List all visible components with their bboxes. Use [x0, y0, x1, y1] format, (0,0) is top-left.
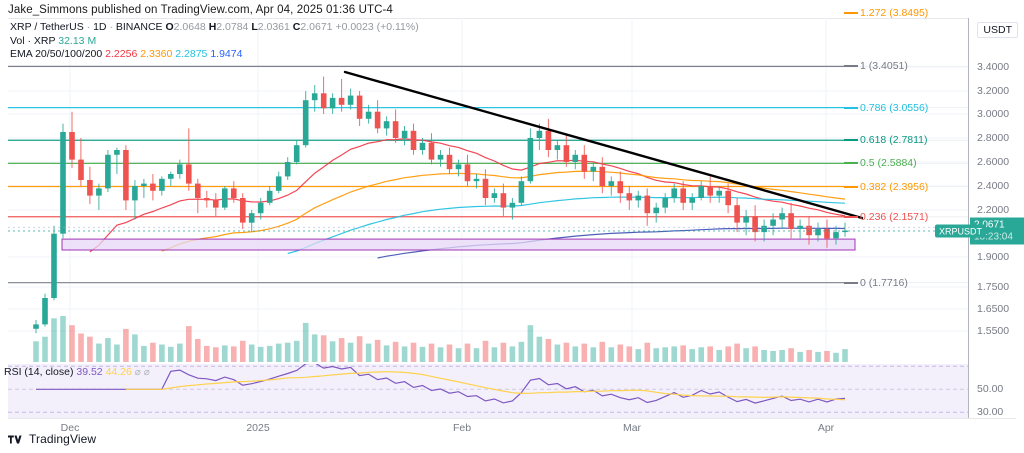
- footer: TradingView: [8, 432, 96, 446]
- fib-label-0.5: 0.5 (2.5884): [860, 157, 917, 170]
- price-scale[interactable]: USDT 3.4000 3.2000 3.0000 2.8000 2.6000 2.400…: [968, 18, 1024, 418]
- time-axis[interactable]: Dec 2025 Feb Mar Apr: [8, 418, 1016, 436]
- fib-dash-7: [844, 281, 858, 284]
- fib-dash-4: [844, 162, 858, 165]
- fib-label-0.618: 0.618 (2.7811): [860, 134, 928, 147]
- time-tick-Feb: Feb: [452, 422, 472, 434]
- symbol-price-tag: XRPUSDT: [935, 224, 987, 238]
- price-scale-unit: USDT: [977, 22, 1018, 38]
- legend-ema50-value: 2.3360: [140, 48, 173, 60]
- legend-change: +0.0023 (+0.11%): [335, 21, 419, 33]
- rsi-tick-50.00: 50.00: [977, 383, 1004, 396]
- legend-sep-1: ·: [86, 21, 91, 33]
- volume-bars: [33, 316, 848, 362]
- rsi-eye-icon[interactable]: ⌀: [134, 367, 141, 378]
- grid-lines: [8, 18, 968, 378]
- trendline-drawing[interactable]: [8, 18, 968, 378]
- tradingview-wordmark: TradingView: [29, 432, 97, 446]
- legend-low-key: L: [251, 21, 258, 33]
- rsi-value: 39.52: [76, 366, 103, 378]
- price-tick-2.2000: 2.2000: [977, 204, 1010, 216]
- rsi-panel[interactable]: [8, 364, 968, 418]
- legend-symbol[interactable]: XRP / TetherUS: [10, 21, 84, 33]
- fib-label-1.272: 1.272 (3.8495): [860, 7, 929, 20]
- price-tick-3.2000: 3.2000: [977, 85, 1010, 97]
- current-price-value: 2.0671: [974, 219, 1005, 231]
- fibonacci-levels: [8, 65, 968, 284]
- rsi-tick-30.00: 30.00: [977, 406, 1004, 419]
- price-tick-1.6500: 1.6500: [977, 303, 1010, 315]
- fib-dash-0: [844, 12, 858, 15]
- rsi-settings-icon[interactable]: ⌀: [143, 367, 150, 378]
- fib-label-0.382: 0.382 (2.3956): [860, 180, 929, 193]
- fib-label-1: 1 (3.4051): [860, 60, 908, 73]
- fib-dash-6: [844, 215, 858, 218]
- legend-ema100-value: 2.2875: [175, 48, 208, 60]
- legend-interval[interactable]: 1D: [93, 21, 107, 33]
- legend-ema20-value: 2.2256: [105, 48, 138, 60]
- legend-low-value: 2.0361: [257, 21, 290, 33]
- legend-ema200-value: 1.9474: [210, 48, 243, 60]
- time-tick-Mar: Mar: [622, 422, 642, 434]
- legend-close-value: 2.0671: [300, 21, 333, 33]
- time-tick-Apr: Apr: [817, 422, 835, 434]
- legend-open-key: O: [165, 21, 174, 33]
- legend-ema-label: EMA 20/50/100/200: [10, 48, 103, 60]
- legend-volume-value: 32.13 M: [58, 34, 97, 47]
- fib-dash-5: [844, 185, 858, 188]
- candlesticks: [33, 76, 848, 334]
- price-tick-3.0000: 3.0000: [977, 108, 1010, 120]
- price-plot-area[interactable]: [8, 18, 968, 378]
- price-tick-3.4000: 3.4000: [977, 61, 1010, 73]
- fib-dash-1: [844, 65, 858, 68]
- legend-row-ema[interactable]: EMA 20/50/100/200 2.2256 2.3360 2.2875 1…: [10, 48, 419, 62]
- fib-dash-2: [844, 106, 858, 109]
- rsi-legend: RSI (14, close) 39.52 44.26 ⌀ ⌀: [4, 366, 150, 378]
- chart-legend: XRP / TetherUS · 1D · BINANCE O2.0648 H2…: [10, 21, 419, 62]
- price-tick-2.8000: 2.8000: [977, 132, 1010, 144]
- legend-exchange[interactable]: BINANCE: [115, 21, 163, 33]
- fib-dash-3: [844, 139, 858, 142]
- price-tick-1.9000: 1.9000: [977, 251, 1010, 263]
- fib-label-0.236: 0.236 (2.1571): [860, 210, 929, 223]
- legend-high-value: 2.0784: [216, 21, 249, 33]
- rsi-plot: [8, 364, 968, 413]
- current-price-line: [8, 226, 968, 232]
- tradingview-logo-icon: [8, 435, 22, 443]
- legend-sep-2: ·: [109, 21, 113, 33]
- legend-high-key: H: [208, 21, 217, 33]
- support-zone-rectangle[interactable]: [8, 18, 968, 378]
- legend-volume-label: Vol · XRP: [10, 34, 56, 47]
- rsi-ma-value: 44.26: [105, 366, 132, 378]
- rsi-title[interactable]: RSI (14, close): [4, 366, 74, 378]
- bar-countdown: 18:23:04: [974, 231, 1013, 242]
- legend-row-symbol[interactable]: XRP / TetherUS · 1D · BINANCE O2.0648 H2…: [10, 21, 419, 35]
- attribution-text: Jake_Simmons published on TradingView.co…: [8, 4, 393, 16]
- price-tick-1.7500: 1.7500: [977, 281, 1010, 293]
- legend-close-key: C: [292, 21, 301, 33]
- legend-open-value: 2.0648: [173, 21, 206, 33]
- price-tick-1.5500: 1.5500: [977, 325, 1010, 337]
- time-tick-2025: 2025: [246, 422, 270, 434]
- time-tick-Dec: Dec: [60, 422, 80, 434]
- fib-label-0.786: 0.786 (3.0556): [860, 101, 929, 114]
- price-tick-2.6000: 2.6000: [977, 156, 1010, 168]
- price-tick-2.4000: 2.4000: [977, 180, 1010, 192]
- legend-row-volume[interactable]: Vol · XRP 32.13 M: [10, 35, 419, 49]
- fib-label-0: 0 (1.7716): [860, 276, 908, 289]
